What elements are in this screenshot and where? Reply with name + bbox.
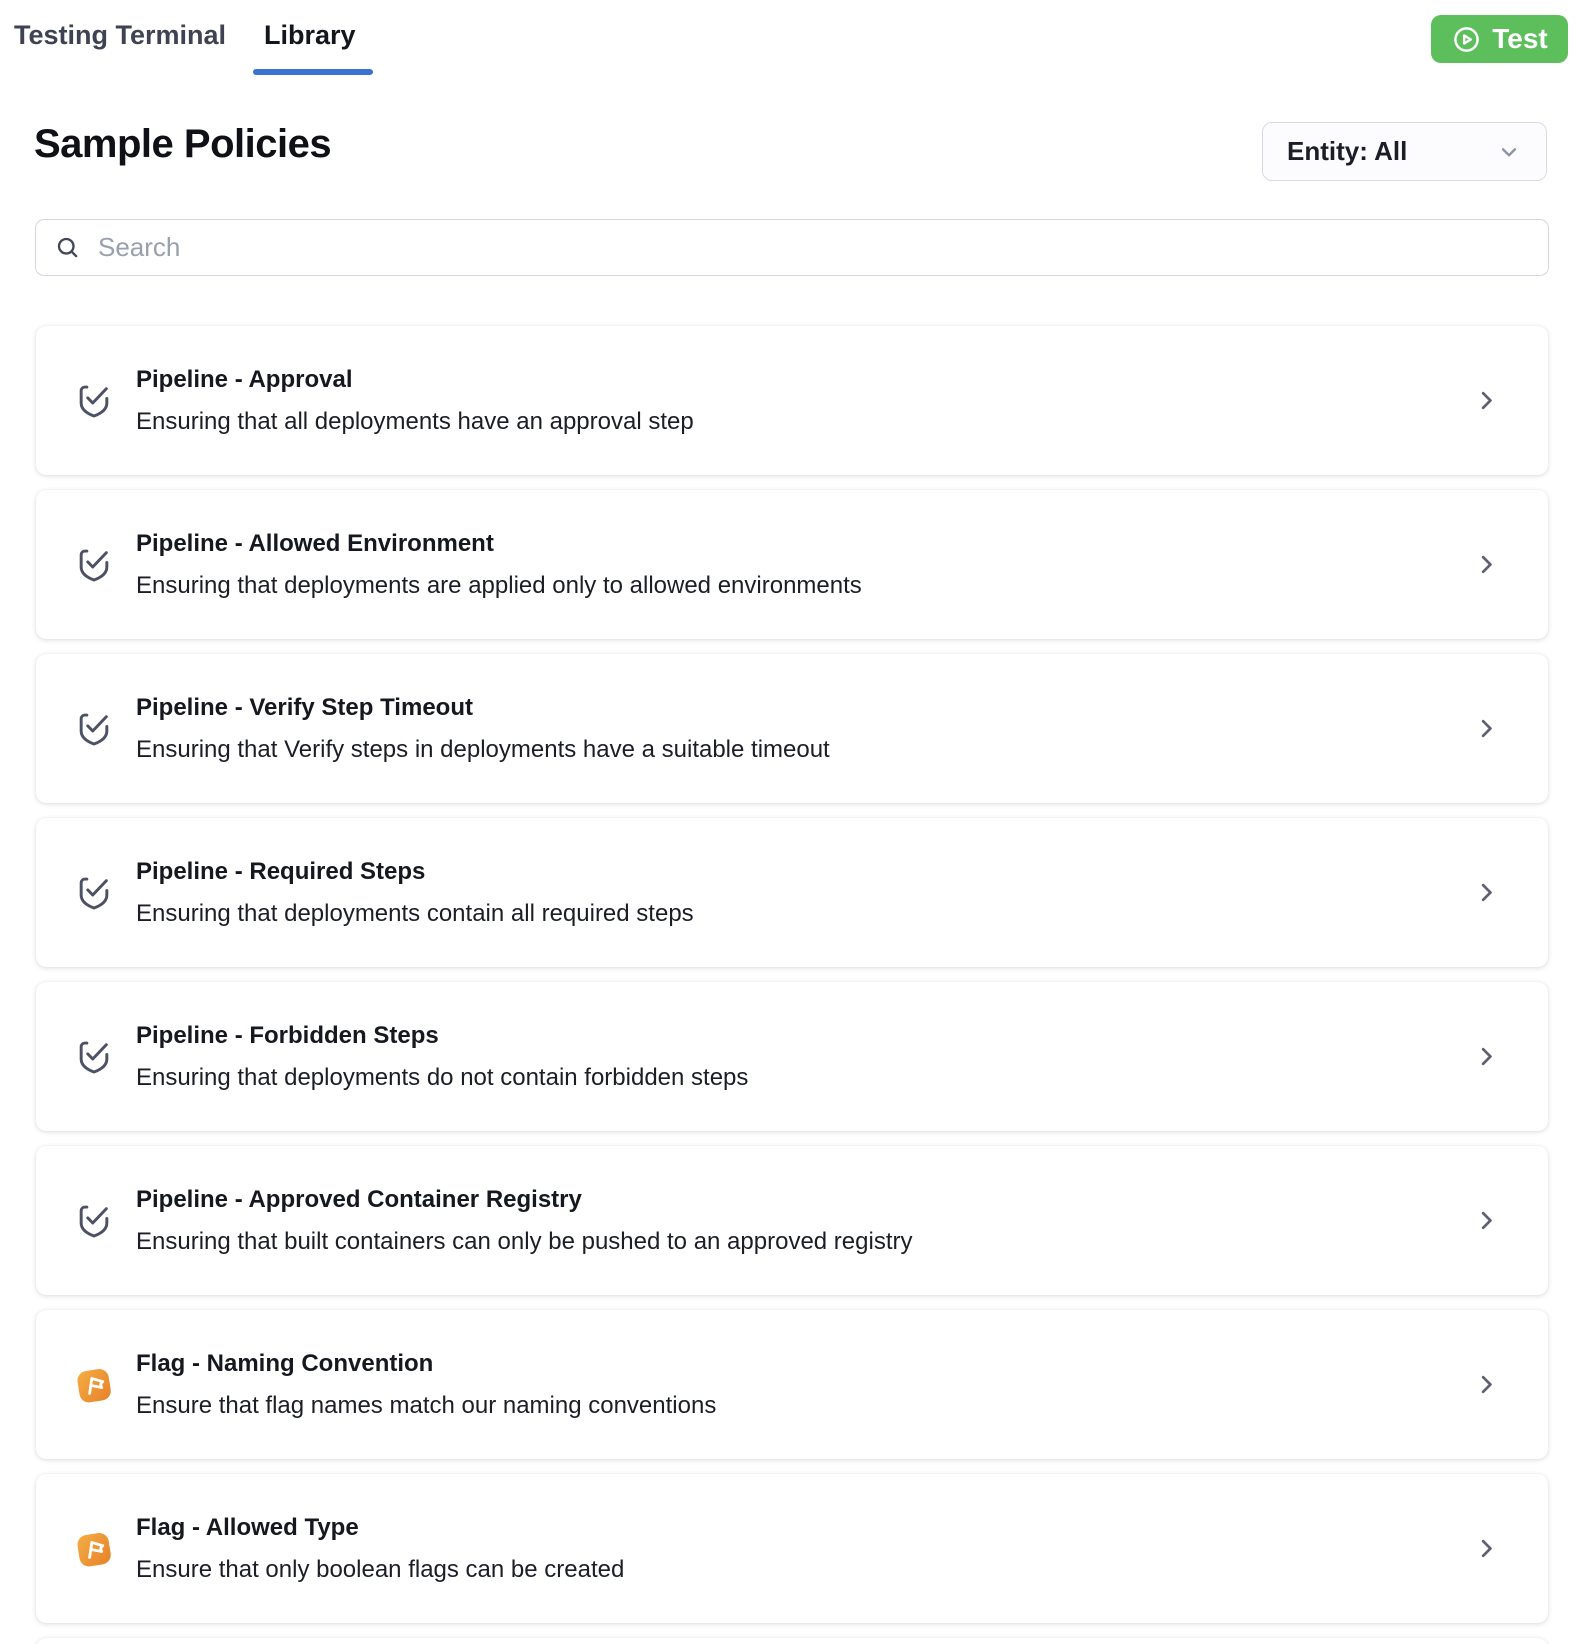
tab-library[interactable]: Library	[264, 20, 356, 50]
policy-description: Ensuring that deployments are applied on…	[136, 572, 862, 599]
policy-list: Pipeline - Approval Ensuring that all de…	[36, 326, 1548, 1644]
shield-check-icon	[72, 1198, 116, 1244]
chevron-right-icon	[1473, 1207, 1500, 1234]
page-title: Sample Policies	[34, 122, 332, 166]
policy-row-pipeline-forbidden-steps[interactable]: Pipeline - Forbidden Steps Ensuring that…	[36, 982, 1548, 1131]
active-tab-underline	[253, 69, 373, 75]
policy-title: Flag - Allowed Type	[136, 1513, 359, 1541]
flag-icon	[72, 1362, 116, 1408]
policy-text: Flag - Allowed Type Ensure that only boo…	[136, 1513, 625, 1583]
policy-title: Pipeline - Verify Step Timeout	[136, 693, 473, 721]
chevron-right-icon	[1473, 1043, 1500, 1070]
policy-title: Pipeline - Required Steps	[136, 857, 426, 885]
policy-description: Ensure that flag names match our naming …	[136, 1392, 717, 1419]
policy-description: Ensuring that all deployments have an ap…	[136, 408, 694, 435]
policy-description: Ensuring that deployments do not contain…	[136, 1064, 749, 1091]
policy-title: Pipeline - Forbidden Steps	[136, 1021, 439, 1049]
policy-text: Pipeline - Allowed Environment Ensuring …	[136, 529, 862, 599]
top-tab-bar: Testing Terminal Library Test	[0, 0, 1584, 78]
policy-text: Pipeline - Required Steps Ensuring that …	[136, 857, 694, 927]
flag-icon	[72, 1526, 116, 1572]
chevron-right-icon	[1473, 551, 1500, 578]
policy-description: Ensuring that Verify steps in deployment…	[136, 736, 830, 763]
shield-check-icon	[72, 1034, 116, 1080]
play-circle-icon	[1451, 24, 1482, 55]
policy-title: Flag - Naming Convention	[136, 1349, 434, 1377]
policy-row-pipeline-approved-container-registry[interactable]: Pipeline - Approved Container Registry E…	[36, 1146, 1548, 1295]
policy-description: Ensuring that built containers can only …	[136, 1228, 913, 1255]
shield-check-icon	[72, 706, 116, 752]
tab-testing-terminal[interactable]: Testing Terminal	[14, 20, 227, 50]
policy-row-flag-allowed-type[interactable]: Flag - Allowed Type Ensure that only boo…	[36, 1474, 1548, 1623]
search-bar	[35, 219, 1549, 276]
chevron-right-icon	[1473, 1535, 1500, 1562]
search-input[interactable]	[98, 232, 1530, 263]
policy-text: Pipeline - Approved Container Registry E…	[136, 1185, 913, 1255]
entity-filter-value: Entity: All	[1287, 136, 1408, 166]
chevron-right-icon	[1473, 879, 1500, 906]
policy-text: Flag - Naming Convention Ensure that fla…	[136, 1349, 717, 1419]
chevron-right-icon	[1473, 1371, 1500, 1398]
policy-title: Pipeline - Approval	[136, 365, 353, 393]
policy-text: Pipeline - Approval Ensuring that all de…	[136, 365, 694, 435]
shield-check-icon	[72, 542, 116, 588]
policy-row-pipeline-required-steps[interactable]: Pipeline - Required Steps Ensuring that …	[36, 818, 1548, 967]
test-button[interactable]: Test	[1431, 15, 1568, 63]
chevron-right-icon	[1473, 715, 1500, 742]
policy-row-pipeline-verify-step-timeout[interactable]: Pipeline - Verify Step Timeout Ensuring …	[36, 654, 1548, 803]
entity-filter-dropdown[interactable]: Entity: All	[1262, 122, 1547, 181]
shield-check-icon	[72, 378, 116, 424]
policy-description: Ensure that only boolean flags can be cr…	[136, 1556, 625, 1583]
policy-row-partial[interactable]	[36, 1638, 1548, 1644]
chevron-down-icon	[1496, 139, 1522, 165]
policy-title: Pipeline - Allowed Environment	[136, 529, 494, 557]
policy-row-pipeline-approval[interactable]: Pipeline - Approval Ensuring that all de…	[36, 326, 1548, 475]
policy-title: Pipeline - Approved Container Registry	[136, 1185, 582, 1213]
shield-check-icon	[72, 870, 116, 916]
test-button-label: Test	[1492, 23, 1548, 54]
policy-text: Pipeline - Forbidden Steps Ensuring that…	[136, 1021, 749, 1091]
chevron-right-icon	[1473, 387, 1500, 414]
policy-description: Ensuring that deployments contain all re…	[136, 900, 694, 927]
policy-text: Pipeline - Verify Step Timeout Ensuring …	[136, 693, 830, 763]
search-icon	[54, 234, 82, 262]
policy-row-flag-naming-convention[interactable]: Flag - Naming Convention Ensure that fla…	[36, 1310, 1548, 1459]
policy-row-pipeline-allowed-environment[interactable]: Pipeline - Allowed Environment Ensuring …	[36, 490, 1548, 639]
